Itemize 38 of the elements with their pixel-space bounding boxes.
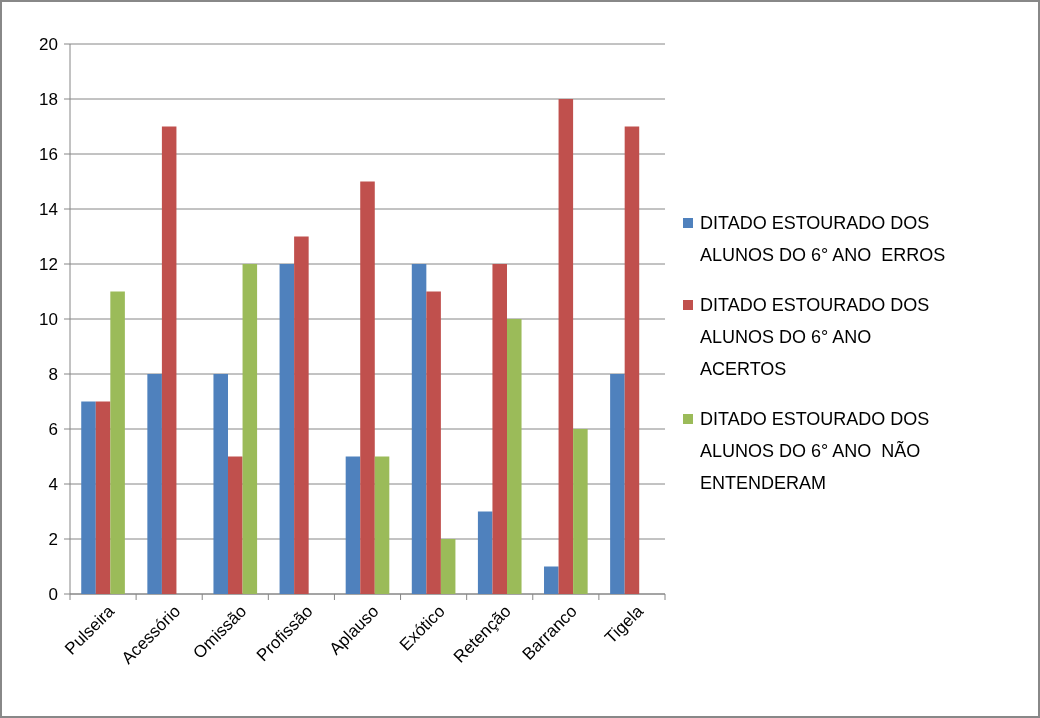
y-tick-label: 12 <box>39 254 58 274</box>
bar <box>147 374 162 594</box>
bar <box>544 566 559 594</box>
bar <box>95 401 111 594</box>
bar <box>279 264 295 594</box>
y-tick-label: 10 <box>39 309 58 329</box>
legend-label: DITADO ESTOURADO DOS ALUNOS DO 6° ANO ERROS <box>700 213 946 266</box>
y-tick-label: 8 <box>48 364 58 384</box>
bar <box>161 126 177 594</box>
bar <box>110 291 125 594</box>
bar <box>624 126 640 594</box>
bar <box>558 99 574 594</box>
y-tick-label: 6 <box>48 419 58 439</box>
legend-label: DITADO ESTOURADO DOS ALUNOS DO 6° ANO ACERTOS <box>700 295 930 380</box>
bar <box>477 511 493 594</box>
y-tick-label: 0 <box>48 584 58 604</box>
bar <box>228 456 243 594</box>
bar <box>374 456 390 594</box>
bar <box>81 401 96 594</box>
y-tick-label: 4 <box>48 474 58 494</box>
y-tick-label: 14 <box>39 199 58 219</box>
legend-label: DITADO ESTOURADO DOS ALUNOS DO 6° ANO NÃO ENTENDERAM <box>700 409 930 494</box>
bar <box>492 264 507 594</box>
bar <box>213 374 229 594</box>
bar <box>411 264 427 594</box>
bar <box>426 291 441 594</box>
y-tick-label: 2 <box>48 529 58 549</box>
bar <box>610 374 625 594</box>
bar <box>345 456 361 594</box>
bar <box>360 181 375 594</box>
bar <box>440 539 456 594</box>
bar <box>506 319 522 594</box>
bar <box>242 264 258 594</box>
y-tick-label: 16 <box>39 144 58 164</box>
bar <box>294 236 309 594</box>
y-tick-label: 18 <box>39 89 58 109</box>
bar <box>573 429 588 594</box>
y-tick-label: 20 <box>39 34 58 54</box>
